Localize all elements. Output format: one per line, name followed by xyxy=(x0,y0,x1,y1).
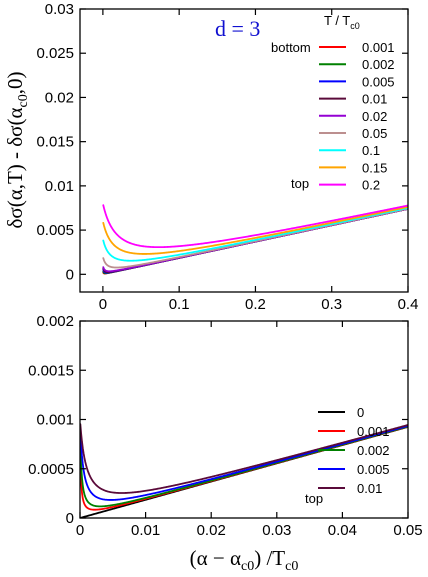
bottom-series-line-0-01 xyxy=(80,423,408,494)
bottom-legend-label-0-01: 0.01 xyxy=(357,481,382,496)
bottom-y-tick-label: 0.0005 xyxy=(28,461,74,478)
top-legend-label-0-05: 0.05 xyxy=(362,126,387,141)
top-legend-label-0-1: 0.1 xyxy=(362,143,380,158)
top-legend-label-0-001: 0.001 xyxy=(362,40,395,55)
top-legend-bottom-note: bottom xyxy=(271,40,311,55)
bottom-y-tick-label: 0.0015 xyxy=(28,362,74,379)
bottom-x-tick-label: 0.02 xyxy=(197,522,226,539)
y-axis-label-sub1: c0 xyxy=(16,94,31,107)
top-legend-label-0-2: 0.2 xyxy=(362,178,380,193)
bottom-x-tick-label: 0.05 xyxy=(393,522,422,539)
top-y-tick-label: 0.01 xyxy=(45,178,74,195)
top-panel-curves xyxy=(102,204,408,275)
top-x-tick-label: 0.3 xyxy=(321,296,342,313)
top-panel-frame xyxy=(79,8,409,293)
bottom-legend-label-0-002: 0.002 xyxy=(357,443,390,458)
bottom-y-tick-label: 0 xyxy=(66,510,74,527)
bottom-x-tick-label: 0.03 xyxy=(262,522,291,539)
bottom-legend-top-note: top xyxy=(305,491,323,506)
bottom-x-tick-label: 0.04 xyxy=(328,522,357,539)
bottom-y-tick-label: 0.001 xyxy=(36,412,74,429)
bottom-panel-legend: top 0 0.001 0.002 0.005 0.01 xyxy=(305,405,390,506)
bottom-x-tick-label: 0.01 xyxy=(131,522,160,539)
top-panel-annotation: d = 3 xyxy=(215,16,260,41)
bottom-legend-label-0: 0 xyxy=(357,405,364,420)
top-y-tick-label: 0.025 xyxy=(36,45,74,62)
top-legend-title: T / Tc0 xyxy=(324,13,360,31)
top-y-tick-label: 0.03 xyxy=(45,1,74,18)
top-series-line-0-15 xyxy=(102,206,408,255)
top-y-tick-label: 0.005 xyxy=(36,222,74,239)
bottom-panel-ticks: 0 0.01 0.02 0.03 0.04 0.05 0 0.0005 0.001 0.0015 0… xyxy=(28,313,422,539)
y-axis-label: δσ(α,T) - δσ(αc0,0) xyxy=(3,72,31,229)
top-x-tick-label: 0.4 xyxy=(398,296,419,313)
top-x-tick-label: 0 xyxy=(99,296,107,313)
top-legend-label-0-02: 0.02 xyxy=(362,109,387,124)
x-axis-label: (α − αc0) /Tc0 xyxy=(190,546,299,574)
top-y-tick-label: 0.02 xyxy=(45,89,74,106)
y-axis-label-rest: ,0) xyxy=(3,72,27,95)
top-x-tick-label: 0.2 xyxy=(245,296,266,313)
x-axis-label-mid: ) /T xyxy=(254,546,285,570)
bottom-series-line-0-005 xyxy=(80,425,408,501)
bottom-y-tick-label: 0.002 xyxy=(36,313,74,330)
top-legend-label-0-01: 0.01 xyxy=(362,92,387,107)
top-series-line-0-1 xyxy=(102,207,408,262)
top-legend-label-0-15: 0.15 xyxy=(362,160,387,175)
top-panel: 0 0.1 0.2 0.3 0.4 0 0.005 0.01 0.015 0.02 0.025 0.0… xyxy=(36,1,418,313)
top-legend-title-main: T / T xyxy=(324,13,350,28)
x-axis-label-sub1: c0 xyxy=(241,559,254,574)
top-y-tick-label: 0.015 xyxy=(36,134,74,151)
bottom-panel-curves xyxy=(80,423,408,518)
x-axis-label-sub2: c0 xyxy=(285,559,298,574)
top-series-line-0-2 xyxy=(102,204,408,249)
bottom-panel: 0 0.01 0.02 0.03 0.04 0.05 0 0.0005 0.001 0.0015 0… xyxy=(28,313,422,539)
top-legend-label-0-005: 0.005 xyxy=(362,74,395,89)
top-panel-legend: T / Tc0 bottom top 0.001 0.002 0.005 0.01 0.… xyxy=(271,13,395,193)
top-legend-title-sub: c0 xyxy=(350,21,360,31)
bottom-legend-label-0-005: 0.005 xyxy=(357,462,390,477)
bottom-legend-label-0-001: 0.001 xyxy=(357,424,390,439)
top-legend-label-0-002: 0.002 xyxy=(362,57,395,72)
top-x-tick-label: 0.1 xyxy=(169,296,190,313)
bottom-x-tick-label: 0 xyxy=(76,522,84,539)
top-panel-ticks: 0 0.1 0.2 0.3 0.4 0 0.005 0.01 0.015 0.02 0.025 0.0… xyxy=(36,1,418,313)
top-legend-top-note: top xyxy=(291,176,309,191)
top-y-tick-label: 0 xyxy=(66,266,74,283)
